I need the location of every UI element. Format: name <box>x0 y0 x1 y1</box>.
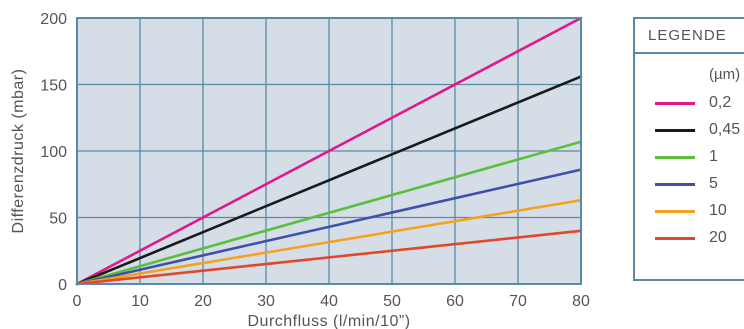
legend-label: 20 <box>709 229 727 246</box>
legend: LEGENDE (µm) 0,2 0,45 1 5 10 20 <box>633 17 744 281</box>
x-tick-label: 40 <box>320 293 338 310</box>
x-axis-title: Durchfluss (l/min/10”) <box>247 313 410 329</box>
x-tick-label: 10 <box>131 293 149 310</box>
series-lines <box>75 16 583 286</box>
legend-item: 0,45 <box>655 120 740 140</box>
x-tick-label: 30 <box>257 293 275 310</box>
y-tick-label: 50 <box>49 211 67 228</box>
legend-title: LEGENDE <box>635 19 744 54</box>
y-tick-label: 150 <box>40 78 67 95</box>
legend-item: 10 <box>655 201 727 221</box>
legend-item: 5 <box>655 174 718 194</box>
legend-label: 10 <box>709 202 727 219</box>
legend-label: 0,2 <box>709 94 732 111</box>
x-tick-label: 70 <box>509 293 527 310</box>
series-line <box>75 229 583 286</box>
series-line <box>75 168 583 286</box>
x-tick-label: 80 <box>572 293 590 310</box>
legend-swatch <box>655 209 695 213</box>
x-tick-label: 50 <box>383 293 401 310</box>
x-tick-label: 0 <box>73 293 82 310</box>
y-tick-labels: 0 50 100 150 200 <box>40 11 67 294</box>
legend-swatch <box>655 101 695 105</box>
legend-item: 20 <box>655 228 727 248</box>
series-line <box>75 75 583 286</box>
legend-label: 0,45 <box>709 121 741 138</box>
legend-label: 5 <box>709 175 718 192</box>
legend-swatch <box>655 236 695 240</box>
series-line <box>75 16 583 286</box>
legend-item: 1 <box>655 147 718 167</box>
legend-swatch <box>655 128 695 132</box>
legend-label: 1 <box>709 148 718 165</box>
y-tick-label: 200 <box>40 11 67 28</box>
legend-swatch <box>655 155 695 159</box>
x-tick-label: 60 <box>446 293 464 310</box>
y-tick-label: 0 <box>58 277 67 294</box>
plot-frame <box>76 17 582 285</box>
y-tick-label: 100 <box>40 144 67 161</box>
legend-unit: (µm) <box>709 66 741 83</box>
x-tick-label: 20 <box>194 293 212 310</box>
legend-swatch <box>655 182 695 186</box>
legend-item: 0,2 <box>655 93 731 113</box>
series-line <box>75 198 583 286</box>
y-axis-title: Differenzdruck (mbar) <box>10 69 27 234</box>
series-line <box>75 140 583 286</box>
x-tick-labels: 0 10 20 30 40 50 60 70 80 <box>73 293 590 310</box>
